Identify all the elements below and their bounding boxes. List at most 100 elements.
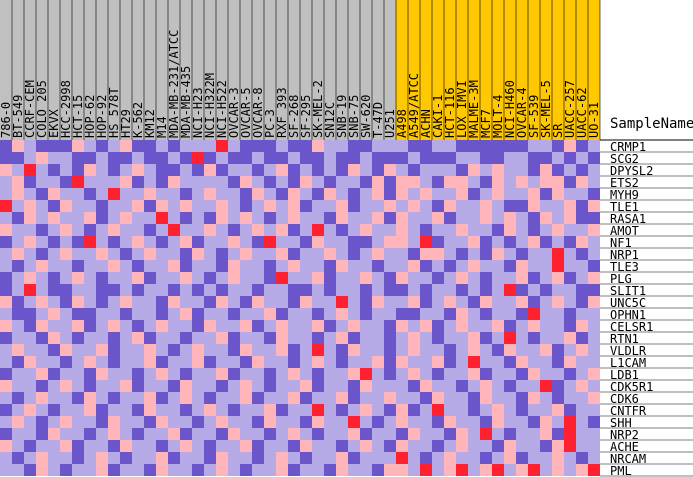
heatmap-cell	[168, 224, 180, 236]
heatmap-cell	[588, 380, 600, 392]
heatmap-cell	[444, 344, 456, 356]
heatmap-cell	[228, 164, 240, 176]
heatmap-cell	[420, 296, 432, 308]
heatmap-cell	[324, 224, 336, 236]
heatmap-cell	[132, 296, 144, 308]
heatmap-cell	[408, 236, 420, 248]
row-label: NRP1	[610, 248, 639, 262]
heatmap-cell	[300, 212, 312, 224]
heatmap-cell	[192, 332, 204, 344]
heatmap-cell	[60, 368, 72, 380]
heatmap-cell	[396, 380, 408, 392]
column-label: MCF7	[479, 109, 493, 138]
heatmap-cell	[180, 392, 192, 404]
column-label: HOP-92	[95, 95, 109, 138]
heatmap-cell	[396, 440, 408, 452]
heatmap-cell	[108, 236, 120, 248]
heatmap-cell	[120, 416, 132, 428]
heatmap-cell	[24, 236, 36, 248]
heatmap-cell	[288, 188, 300, 200]
heatmap-cell	[432, 428, 444, 440]
heatmap-cell	[72, 248, 84, 260]
heatmap-cell	[480, 284, 492, 296]
heatmap-cell	[300, 452, 312, 464]
heatmap-cell	[120, 248, 132, 260]
heatmap-cell	[372, 212, 384, 224]
heatmap-cell	[492, 464, 504, 476]
heatmap-cell	[408, 188, 420, 200]
heatmap-cell	[132, 452, 144, 464]
heatmap-cell	[360, 428, 372, 440]
heatmap-cell	[300, 152, 312, 164]
column-label: PC-3	[263, 109, 277, 138]
heatmap-cell	[384, 152, 396, 164]
heatmap-cell	[228, 392, 240, 404]
heatmap-cell	[24, 152, 36, 164]
heatmap-cell	[48, 308, 60, 320]
heatmap-cell	[144, 164, 156, 176]
heatmap-cell	[396, 212, 408, 224]
heatmap-cell	[216, 344, 228, 356]
column-label: NCI-H23	[191, 87, 205, 138]
heatmap-cell	[72, 320, 84, 332]
heatmap-cell	[204, 416, 216, 428]
heatmap-cell	[540, 248, 552, 260]
heatmap-cell	[576, 344, 588, 356]
heatmap-cell	[60, 284, 72, 296]
heatmap-cell	[24, 200, 36, 212]
heatmap-cell	[84, 380, 96, 392]
heatmap-cell	[120, 308, 132, 320]
heatmap-cell	[480, 308, 492, 320]
heatmap-cell	[588, 308, 600, 320]
heatmap-cell	[144, 368, 156, 380]
heatmap-cell	[372, 368, 384, 380]
heatmap-cell	[228, 188, 240, 200]
heatmap-cell	[180, 452, 192, 464]
heatmap-cell	[360, 260, 372, 272]
heatmap-cell	[432, 236, 444, 248]
heatmap-cell	[468, 392, 480, 404]
heatmap-cell	[12, 248, 24, 260]
column-label: MDA-MB-231/ATCC	[167, 30, 181, 138]
heatmap-cell	[60, 236, 72, 248]
heatmap-cell	[156, 224, 168, 236]
heatmap-cell	[36, 320, 48, 332]
heatmap-cell	[84, 452, 96, 464]
heatmap-cell	[72, 260, 84, 272]
heatmap-cell	[84, 284, 96, 296]
heatmap-cell	[372, 176, 384, 188]
heatmap-cell	[180, 212, 192, 224]
heatmap-cell	[120, 392, 132, 404]
heatmap-cell	[132, 188, 144, 200]
heatmap-cell	[576, 440, 588, 452]
heatmap-cell	[12, 464, 24, 476]
heatmap-cell	[156, 356, 168, 368]
heatmap-cell	[360, 296, 372, 308]
heatmap-cell	[276, 188, 288, 200]
heatmap-cell	[36, 164, 48, 176]
heatmap-cell	[168, 200, 180, 212]
heatmap-cell	[288, 224, 300, 236]
heatmap-cell	[564, 392, 576, 404]
heatmap-cell	[276, 140, 288, 152]
column-label: SF-539	[527, 95, 541, 138]
heatmap-cell	[300, 332, 312, 344]
heatmap-cell	[336, 248, 348, 260]
heatmap-cell	[540, 212, 552, 224]
heatmap-cell	[120, 200, 132, 212]
heatmap-cell	[240, 296, 252, 308]
heatmap-cell	[132, 428, 144, 440]
heatmap-cell	[480, 236, 492, 248]
heatmap-cell	[540, 224, 552, 236]
heatmap-cell	[180, 404, 192, 416]
row-label: AMOT	[610, 224, 639, 238]
heatmap-cell	[48, 236, 60, 248]
heatmap-cell	[24, 416, 36, 428]
heatmap-cell	[216, 272, 228, 284]
heatmap-cell	[96, 320, 108, 332]
column-group-band-1	[0, 0, 396, 140]
heatmap-cell	[360, 380, 372, 392]
heatmap-cell	[276, 428, 288, 440]
heatmap-cell	[324, 344, 336, 356]
heatmap-cell	[108, 332, 120, 344]
